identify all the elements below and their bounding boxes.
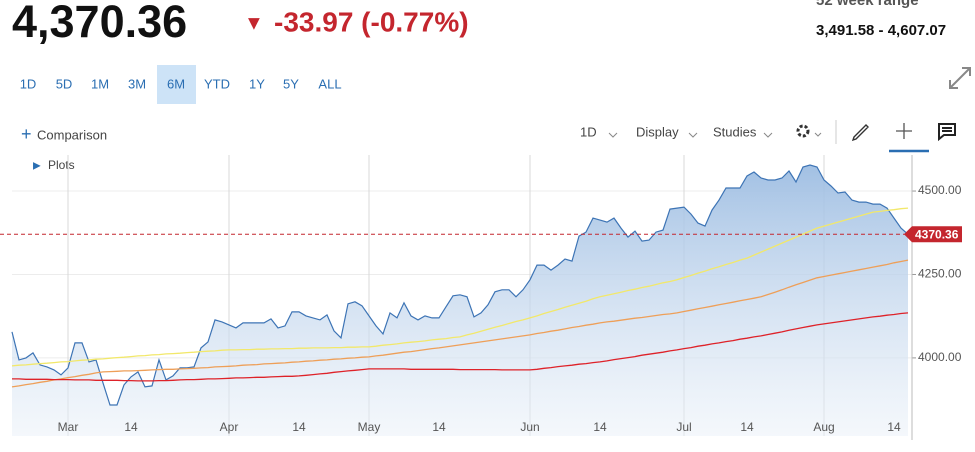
comment-icon[interactable]: [938, 123, 956, 142]
x-tick-label: 14: [432, 420, 446, 434]
y-tick-label: 4500.00: [918, 183, 962, 197]
range-button[interactable]: ALL: [318, 76, 341, 91]
chevron: [814, 132, 822, 137]
moving-average-line: [11, 207, 909, 367]
last-price-label: 4370.36: [915, 227, 959, 241]
gear-icon[interactable]: [796, 124, 810, 138]
y-tick-label: 4000.00: [918, 350, 962, 364]
interval-button[interactable]: 1D: [580, 124, 597, 139]
chevron: [688, 132, 698, 138]
price-change: -33.97 (-0.77%): [274, 6, 469, 37]
plot-area: 4000.00 4250.00 4500.00 4370.36 Mar 14 Apr 14 Ma…: [0, 155, 962, 440]
plus-icon[interactable]: +: [21, 124, 32, 144]
range-button[interactable]: YTD: [204, 76, 230, 91]
pencil-icon[interactable]: [851, 124, 869, 142]
plots-arrow[interactable]: ▶: [33, 161, 41, 172]
x-tick-label: May: [358, 420, 381, 434]
moving-average-line: [12, 312, 909, 382]
studies-button[interactable]: Studies: [713, 124, 757, 139]
plots-toggle[interactable]: Plots: [48, 158, 75, 172]
range-button[interactable]: 1M: [91, 76, 109, 91]
x-tick-label: 14: [740, 420, 754, 434]
x-tick-label: 14: [593, 420, 607, 434]
last-price-box: [904, 226, 962, 243]
range-value: 3,491.58 - 4,607.07: [816, 22, 946, 39]
x-tick-label: Jul: [676, 420, 691, 434]
crosshair-icon[interactable]: [896, 123, 912, 139]
x-tick-label: Jun: [520, 420, 539, 434]
range-button[interactable]: 1D: [20, 76, 37, 91]
range-button[interactable]: 6M: [167, 76, 185, 91]
expand-icon[interactable]: [949, 67, 971, 89]
down-arrow: ▼: [244, 12, 264, 34]
x-tick-label: Mar: [58, 420, 79, 434]
moving-average-line: [11, 259, 909, 388]
price-area: [12, 165, 908, 436]
x-tick-label: 14: [887, 420, 901, 434]
price: 4,370.36: [12, 0, 187, 47]
range-buttons: 1D 5D 1M 3M 6M YTD 1Y 5Y ALL: [20, 65, 342, 104]
range-button[interactable]: 5Y: [283, 76, 299, 91]
range-button[interactable]: 1Y: [249, 76, 265, 91]
range-title: 52 week range: [816, 0, 919, 9]
y-tick-label: 4250.00: [918, 267, 962, 281]
display-button[interactable]: Display: [636, 124, 679, 139]
range-button[interactable]: 5D: [56, 76, 73, 91]
expand-glyph: [949, 67, 971, 89]
chevron: [608, 132, 618, 138]
chevron: [763, 132, 773, 138]
x-tick-label: Apr: [220, 420, 239, 434]
x-tick-label: 14: [292, 420, 306, 434]
range-button[interactable]: 3M: [128, 76, 146, 91]
comparison-button[interactable]: Comparison: [37, 127, 107, 142]
x-tick-label: 14: [124, 420, 138, 434]
range-selected: [157, 65, 196, 104]
price-line: [11, 164, 909, 406]
x-tick-label: Aug: [813, 420, 834, 434]
